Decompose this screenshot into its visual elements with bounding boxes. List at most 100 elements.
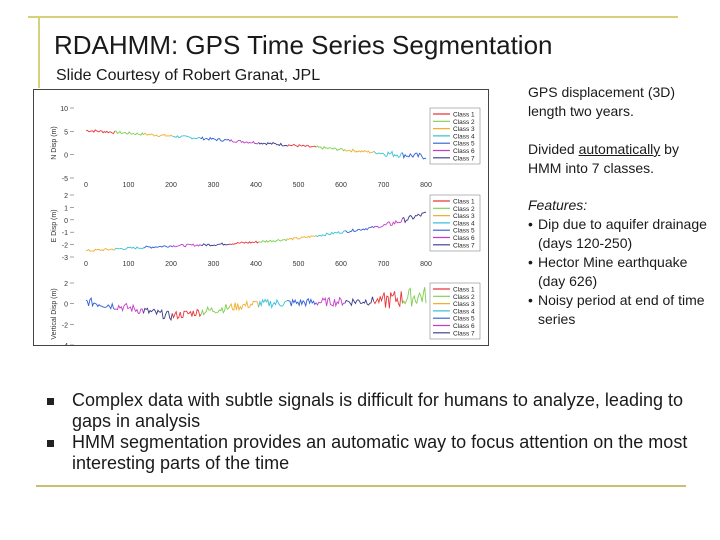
series-line [344,225,375,233]
frame-top-rule [28,16,678,18]
series-line [85,247,116,252]
legend-label: Class 4 [453,133,475,140]
y-tick-label: 2 [64,193,68,200]
feature-text: Noisy period at end of time series [538,292,705,327]
series-line [229,299,260,312]
y-tick-label: -2 [62,243,68,250]
series-line [402,287,427,307]
x-tick-label: 700 [378,261,390,268]
series-line [258,238,288,243]
series-line [315,230,346,238]
series-line [85,297,116,310]
x-tick-label: 800 [420,261,432,268]
y-tick-label: -5 [62,176,68,183]
y-tick-label: 0 [64,218,68,225]
legend-label: Class 5 [453,228,475,235]
series-line [171,243,202,248]
legend-label: Class 4 [453,220,475,227]
series-line [344,148,375,154]
y-axis-label: Vertical Disp (m) [51,288,58,339]
y-tick-label: 0 [64,153,68,160]
legend-label: Class 5 [453,141,475,148]
y-tick-label: -3 [62,255,68,262]
legend-label: Class 4 [453,308,475,315]
classification-text: Divided automatically by HMM into 7 clas… [528,140,708,178]
x-tick-label: 300 [208,261,220,268]
slide-title: RDAHMM: GPS Time Series Segmentation [54,30,553,60]
classification-suffix: by HMM into 7 classes. [528,141,679,176]
square-bullet-icon [47,440,54,447]
y-tick-label: 0 [64,302,68,309]
features-list: • Dip due to aquifer drainage (days 120-2… [528,215,713,329]
legend-label: Class 3 [453,213,475,220]
features-block: Features: • Dip due to aquifer drainage (… [528,196,713,329]
bullet-dot-icon: • [528,254,533,270]
x-tick-label: 200 [165,182,177,189]
x-tick-label: 200 [165,261,177,268]
y-tick-label: 10 [60,106,68,113]
series-line [229,138,259,145]
series-line [344,296,375,307]
feature-text: Dip due to aquifer drainage (days 120-25… [538,216,707,251]
frame-bottom-rule [36,485,686,487]
y-tick-label: -2 [62,322,68,329]
feature-text: Hector Mine earthquake (day 626) [538,254,688,289]
legend-label: Class 3 [453,301,475,308]
series-line [114,130,144,136]
series-line [114,246,144,251]
series-line [402,152,427,160]
x-tick-label: 400 [250,182,262,189]
x-tick-label: 600 [335,182,347,189]
classification-underlined: automatically [578,141,661,157]
legend-label: Class 7 [453,155,475,162]
series-line [229,240,259,245]
feature-item: • Hector Mine earthquake (day 626) [528,253,713,291]
bullet-text: Complex data with subtle signals is diff… [72,390,683,431]
gps-chart-figure: 10 5 0 -5 0 100 200 300 400 500 600 700 800 N Disp (m… [33,89,489,364]
bullet-list: Complex data with subtle signals is diff… [42,390,692,474]
series-line [201,242,230,247]
series-line [402,211,427,224]
legend-label: Class 6 [453,235,475,242]
x-tick-label: 400 [250,261,262,268]
series-line [171,308,202,320]
feature-item: • Noisy period at end of time series [528,291,713,329]
series-line [258,142,288,147]
series-line [258,298,288,309]
y-tick-label: 5 [64,129,68,136]
series-line [287,235,317,241]
description-text: GPS displacement (3D) length two years. [528,84,676,119]
series-line [143,132,173,137]
series-line [373,291,403,309]
series-line [200,304,231,316]
legend-label: Class 2 [453,206,475,213]
legend-label: Class 1 [453,287,475,294]
legend-label: Class 2 [453,294,475,301]
series-line [315,145,346,152]
legend-label: Class 5 [453,316,475,323]
bullet-dot-icon: • [528,292,533,308]
x-tick-label: 800 [420,182,432,189]
bullet-text: HMM segmentation provides an automatic w… [72,432,688,473]
series-line [373,150,403,158]
y-tick-label: -1 [62,230,68,237]
legend-label: Class 1 [453,112,475,119]
x-tick-label: 500 [293,182,305,189]
x-tick-label: 100 [123,182,135,189]
series-line [200,136,231,142]
feature-item: • Dip due to aquifer drainage (days 120-2… [528,215,713,253]
legend-label: Class 7 [453,330,475,337]
series-line [85,129,116,135]
x-tick-label: 700 [378,182,390,189]
legend-label: Class 7 [453,242,475,249]
series-line [172,135,202,140]
x-tick-label: 0 [84,182,88,189]
x-tick-label: 600 [335,261,347,268]
x-tick-label: 100 [123,261,135,268]
y-tick-label: 2 [64,281,68,288]
y-axis-label: N Disp (m) [51,126,58,159]
x-tick-label: 500 [293,261,305,268]
x-tick-label: 0 [84,261,88,268]
legend-label: Class 3 [453,126,475,133]
